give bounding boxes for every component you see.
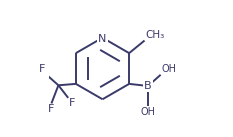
Text: N: N: [98, 34, 107, 44]
Text: F: F: [69, 98, 75, 108]
Text: OH: OH: [140, 107, 156, 117]
Text: CH₃: CH₃: [145, 30, 164, 40]
Text: F: F: [39, 64, 45, 74]
Text: B: B: [144, 81, 152, 91]
Text: F: F: [48, 104, 54, 114]
Text: OH: OH: [161, 64, 176, 74]
